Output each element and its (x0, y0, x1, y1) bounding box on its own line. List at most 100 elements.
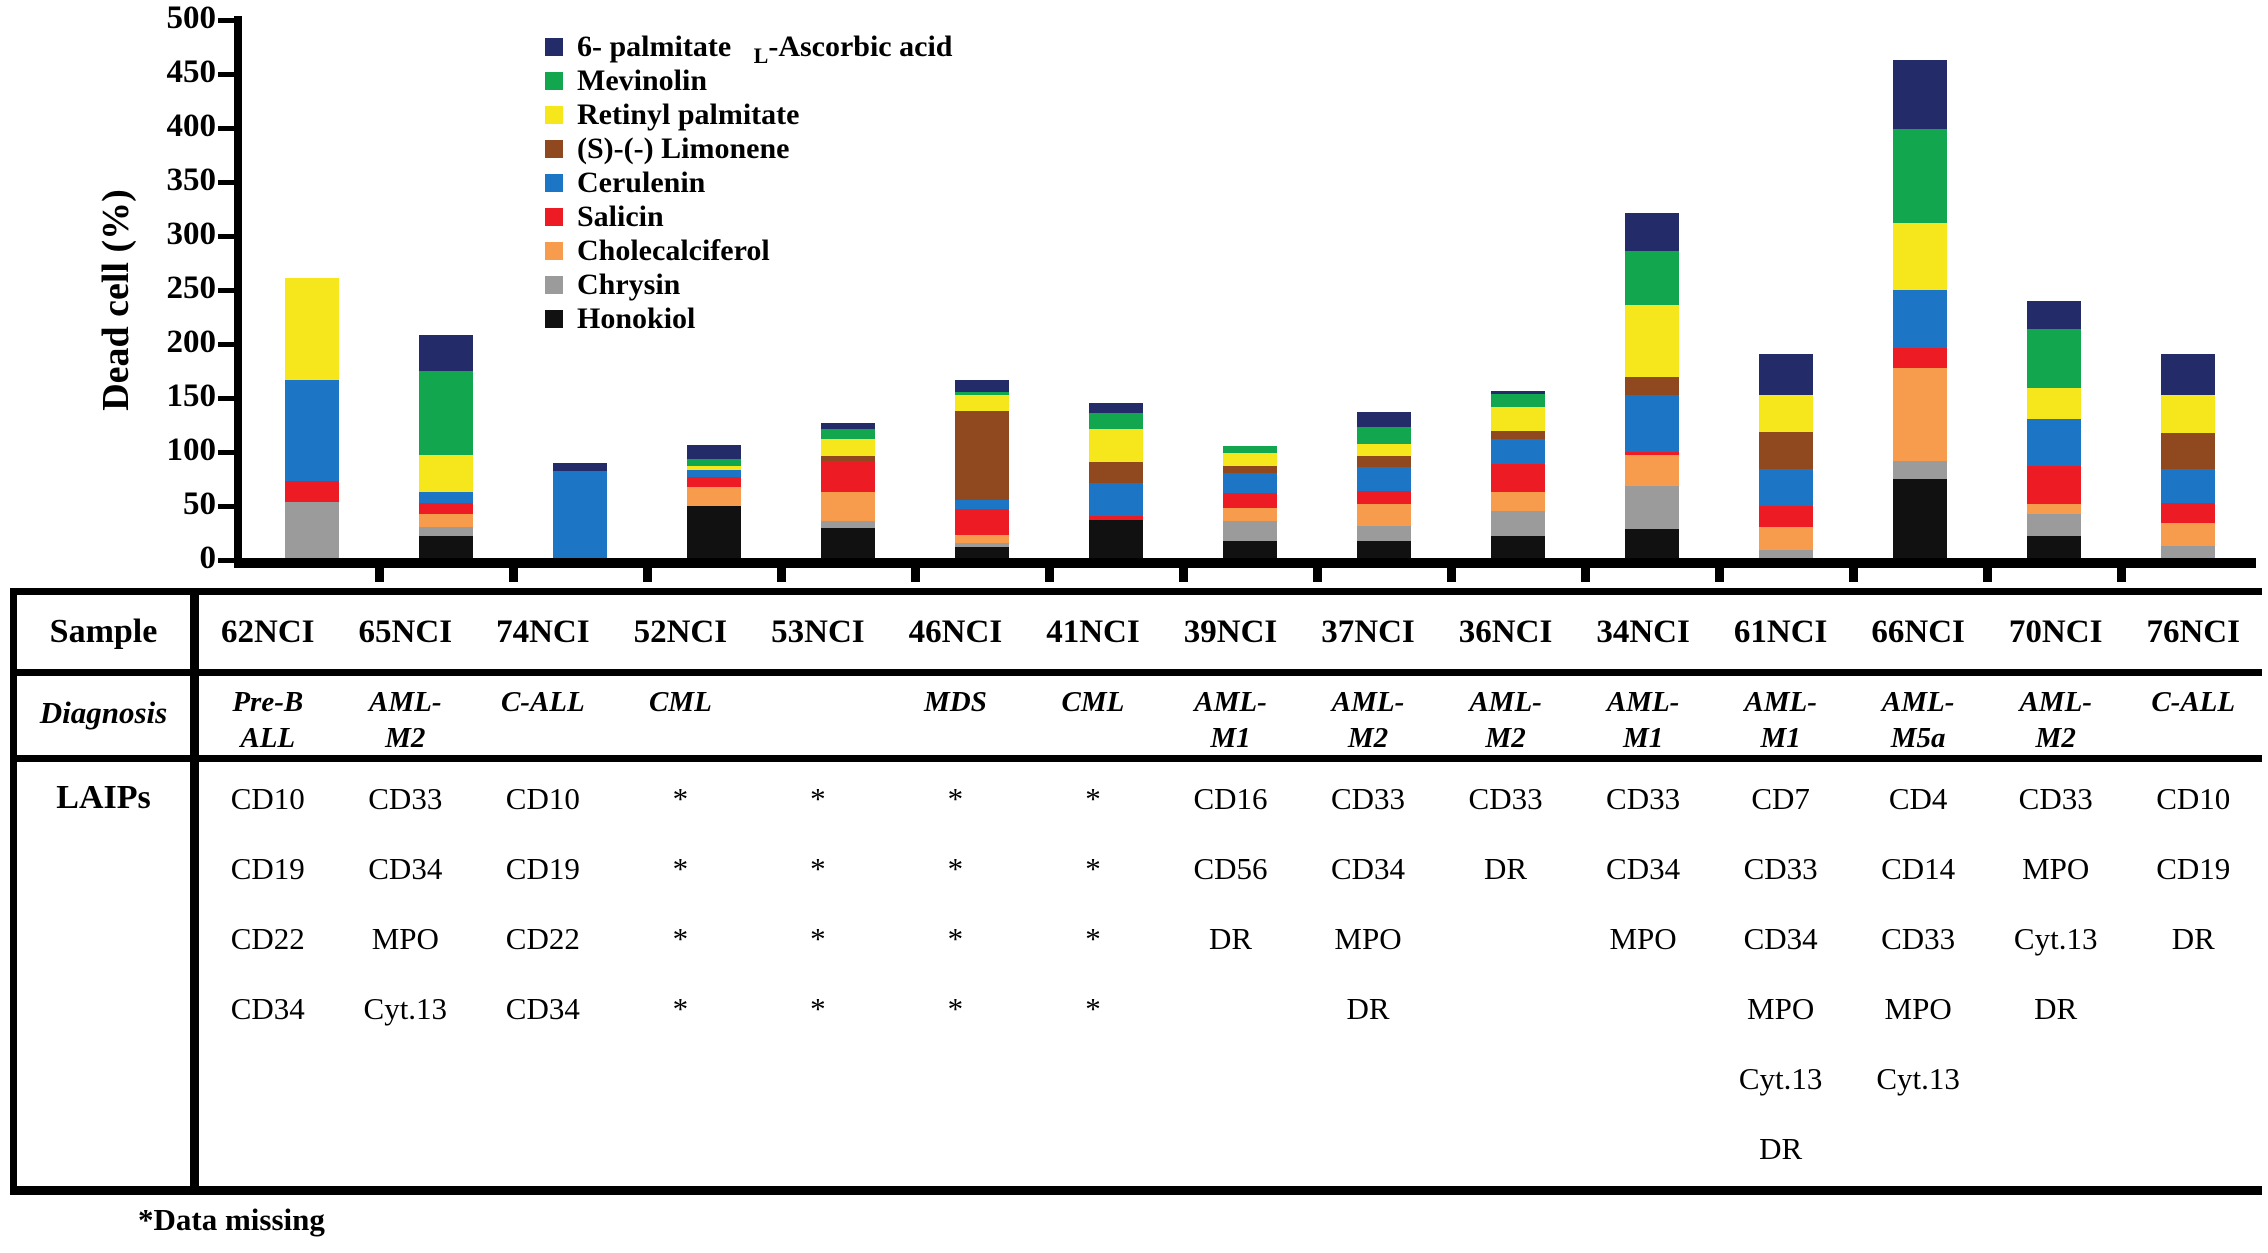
diagnosis-line: AML- (1194, 686, 1267, 718)
bar-segment-(S)-(-) Limonene (1625, 376, 1679, 395)
bar-column-41NCI (1049, 0, 1183, 560)
bar-segment-Mevinolin (955, 391, 1009, 395)
bar-segment-Cerulenin (1223, 472, 1277, 494)
bar-segment-(S)-(-) Limonene (1357, 456, 1411, 468)
laip-cell (1024, 1044, 1162, 1114)
x-axis-line (234, 558, 2256, 568)
laip-cell (887, 1044, 1025, 1114)
bar-segment-Retinyl palmitate (1893, 223, 1947, 291)
diagnosis-line: M1 (1760, 722, 1801, 754)
legend-swatch-icon (545, 310, 563, 328)
bar-column-65NCI (379, 0, 513, 560)
bar-segment-Cerulenin (419, 491, 473, 503)
laip-cell (749, 1044, 887, 1114)
bar-segment-Mevinolin (2027, 328, 2081, 389)
diagnosis-cell: C-ALL (474, 680, 612, 756)
diagnosis-line: AML- (1744, 686, 1817, 718)
laip-cell (1437, 904, 1575, 974)
laip-cell: CD34 (1330, 851, 1406, 886)
bar-segment-Honokiol (687, 506, 741, 560)
laip-cell: CD34 (230, 991, 305, 1026)
legend-label: Cerulenin (577, 166, 706, 199)
bar-segment-Chrysin (821, 521, 875, 528)
bar-segment-Cholecalciferol (1893, 367, 1947, 461)
laip-cell: * (672, 781, 689, 816)
y-tick-mark (218, 450, 234, 455)
laip-cell (2124, 1114, 2262, 1184)
laip-cell: CD34 (1743, 921, 1818, 956)
y-tick-mark (218, 342, 234, 347)
bar-segment-Retinyl palmitate (687, 466, 741, 471)
bar-segment-Retinyl palmitate (1089, 429, 1143, 462)
y-tick-label: 450 (166, 54, 217, 91)
laip-cell (612, 1114, 750, 1184)
bar-segment-6- palmitate L-Ascorbic acid (2161, 353, 2215, 395)
legend-swatch-icon (545, 242, 563, 260)
sample-cell: 65NCI (358, 613, 453, 650)
y-tick-label: 250 (166, 270, 217, 307)
laip-cell: CD33 (368, 781, 443, 816)
sample-cell: 37NCI (1321, 613, 1415, 650)
sample-cell: 70NCI (2008, 613, 2103, 650)
legend-swatch-icon (545, 72, 563, 90)
laip-cell: * (1085, 991, 1101, 1026)
laip-cell: CD33 (1743, 851, 1818, 886)
legend-swatch-icon (545, 174, 563, 192)
laips-row-header: LAIPs (56, 779, 151, 816)
bar-segment-Honokiol (1491, 536, 1545, 560)
legend-swatch-icon (545, 276, 563, 294)
bar-segment-Honokiol (1089, 520, 1143, 560)
bar-segment-6- palmitate L-Ascorbic acid (821, 422, 875, 430)
y-tick-label: 50 (183, 486, 216, 523)
bar-segment-Chrysin (1759, 550, 1813, 560)
table-top-rule (10, 588, 2262, 595)
laip-cell (1024, 1114, 1162, 1184)
laip-cell: CD33 (1606, 781, 1681, 816)
diagnosis-line: MDS (923, 686, 987, 718)
laip-cell: * (947, 851, 964, 886)
laip-cell: CD14 (1881, 851, 1956, 886)
laip-cell: * (1085, 921, 1101, 956)
laip-cell: CD19 (230, 851, 305, 886)
bar-segment-Chrysin (2161, 546, 2215, 560)
legend-item: Retinyl palmitate (545, 98, 952, 132)
laip-cell: * (947, 991, 964, 1026)
bar-segment-Honokiol (1223, 540, 1277, 560)
bar-36NCI (1491, 390, 1545, 560)
bar-segment-Salicin (1491, 463, 1545, 493)
bar-segment-Retinyl palmitate (1223, 453, 1277, 467)
x-axis-stub (1446, 568, 1456, 582)
bar-segment-Chrysin (285, 501, 339, 560)
bar-column-62NCI (245, 0, 379, 560)
laip-cell: CD33 (1468, 781, 1543, 816)
laip-cell: * (672, 991, 689, 1026)
bar-segment-Cholecalciferol (2027, 503, 2081, 514)
laip-cell (1849, 1114, 1987, 1184)
legend-item: Honokiol (545, 302, 952, 336)
bar-segment-Salicin (1223, 493, 1277, 509)
laip-cell: DR (1208, 921, 1253, 956)
bar-segment-(S)-(-) Limonene (1491, 430, 1545, 440)
bar-segment-Mevinolin (1893, 129, 1947, 224)
bar-66NCI (1893, 59, 1947, 560)
legend-item: Cerulenin (545, 166, 952, 200)
laip-cell: CD33 (1881, 921, 1956, 956)
bar-segment-Cholecalciferol (1625, 455, 1679, 486)
laip-cell: CD33 (2018, 781, 2093, 816)
y-tick-label: 400 (166, 108, 217, 145)
bar-segment-Mevinolin (821, 429, 875, 440)
diagnosis-row: Pre-B ALL AML- M2 C-ALL CML MDS CML AML- M1 AML- M2… (199, 680, 2262, 755)
diagnosis-cell: AML- M5a (1849, 680, 1987, 756)
laip-cell: CD34 (505, 991, 580, 1026)
laip-cell: CD7 (1751, 781, 1810, 816)
diagnosis-line: AML- (1881, 686, 1955, 718)
legend-item: Cholecalciferol (545, 234, 952, 268)
bar-segment-(S)-(-) Limonene (1759, 431, 1813, 470)
bar-segment-Chrysin (1357, 525, 1411, 541)
bar-segment-6- palmitate L-Ascorbic acid (1759, 353, 1813, 395)
y-tick-mark (218, 234, 234, 239)
table-mid-rule-1 (10, 669, 2262, 676)
laip-cell: CD10 (505, 781, 580, 816)
bar-segment-Cholecalciferol (821, 491, 875, 522)
